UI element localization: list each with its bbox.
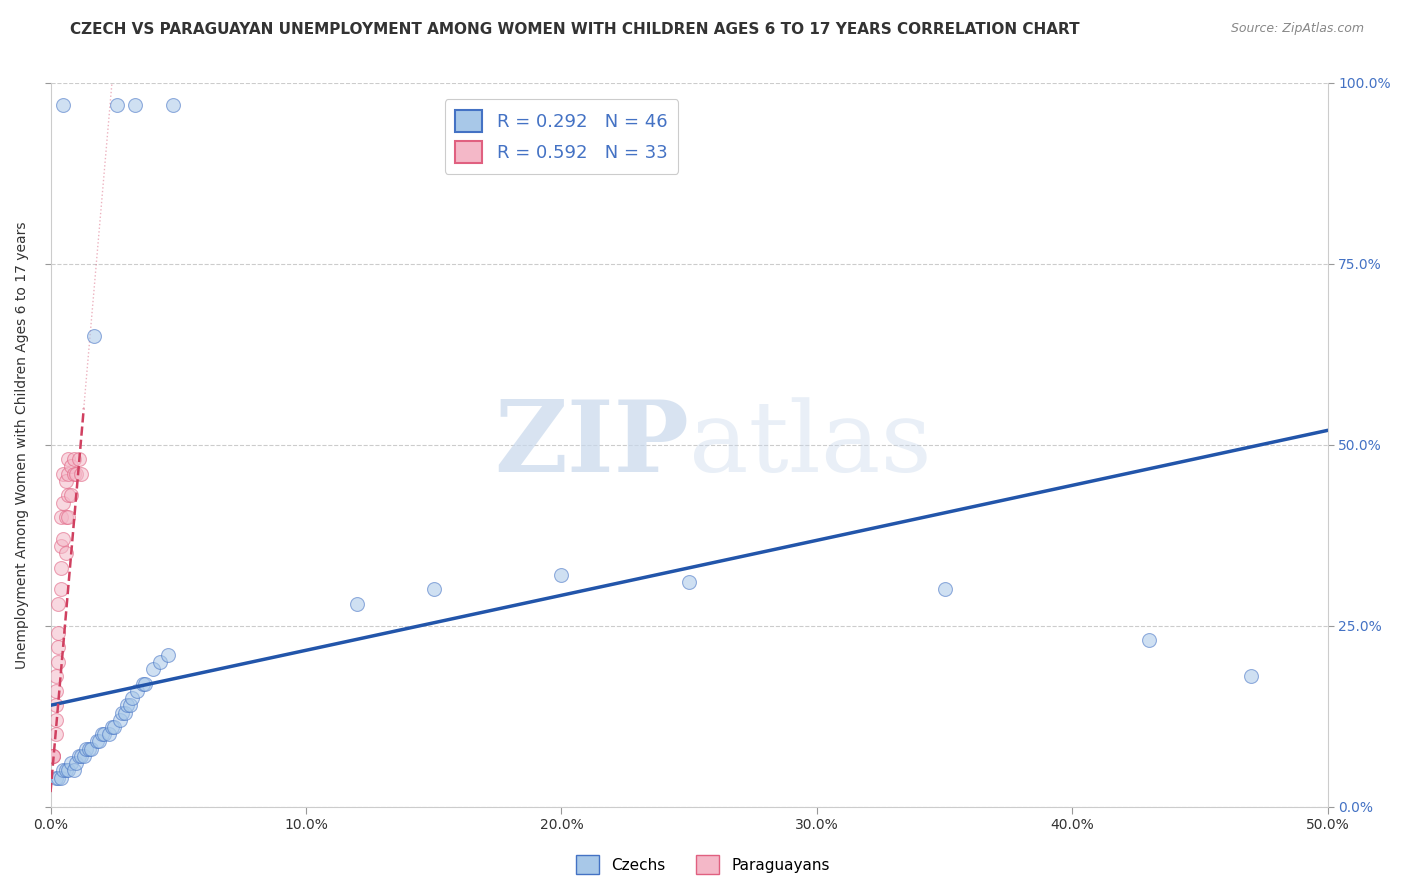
Point xyxy=(75,741,97,756)
Point xyxy=(49,771,72,785)
Point xyxy=(108,713,131,727)
Legend: R = 0.292   N = 46, R = 0.592   N = 33: R = 0.292 N = 46, R = 0.592 N = 33 xyxy=(444,99,679,174)
Point xyxy=(46,771,69,785)
Point xyxy=(103,720,125,734)
Point xyxy=(67,748,90,763)
Point xyxy=(59,459,82,474)
Y-axis label: Unemployment Among Women with Children Ages 6 to 17 years: Unemployment Among Women with Children A… xyxy=(15,221,30,668)
Point xyxy=(52,97,75,112)
Point xyxy=(52,467,75,481)
Point xyxy=(142,662,165,676)
Point xyxy=(93,727,115,741)
Point xyxy=(62,467,84,481)
Point xyxy=(65,467,87,481)
Point xyxy=(80,741,103,756)
Point xyxy=(46,640,69,655)
Point xyxy=(45,698,67,713)
Point xyxy=(62,452,84,467)
Point xyxy=(58,488,80,502)
Point xyxy=(105,97,128,112)
Point xyxy=(121,691,143,706)
Point xyxy=(45,683,67,698)
Point xyxy=(111,706,134,720)
Text: Source: ZipAtlas.com: Source: ZipAtlas.com xyxy=(1230,22,1364,36)
Point xyxy=(62,764,84,778)
Point xyxy=(46,597,69,611)
Point xyxy=(77,741,100,756)
Point xyxy=(52,532,75,546)
Point xyxy=(42,748,65,763)
Point xyxy=(42,748,65,763)
Point xyxy=(149,655,172,669)
Point xyxy=(131,676,153,690)
Point xyxy=(346,597,368,611)
Point xyxy=(59,488,82,502)
Point xyxy=(49,539,72,553)
Point xyxy=(101,720,124,734)
Point xyxy=(124,97,146,112)
Point xyxy=(65,756,87,771)
Point xyxy=(157,648,180,662)
Point xyxy=(73,748,96,763)
Point xyxy=(115,698,138,713)
Point xyxy=(55,510,77,524)
Point xyxy=(114,706,136,720)
Point xyxy=(550,568,572,582)
Point xyxy=(934,582,956,597)
Point xyxy=(52,496,75,510)
Point xyxy=(45,727,67,741)
Text: atlas: atlas xyxy=(689,397,932,492)
Text: ZIP: ZIP xyxy=(495,396,689,493)
Point xyxy=(87,734,110,748)
Point xyxy=(42,748,65,763)
Legend: Czechs, Paraguayans: Czechs, Paraguayans xyxy=(569,849,837,880)
Point xyxy=(162,97,184,112)
Point xyxy=(127,683,149,698)
Point xyxy=(90,727,112,741)
Point xyxy=(46,655,69,669)
Point xyxy=(70,748,93,763)
Point xyxy=(678,575,700,590)
Point xyxy=(86,734,108,748)
Point xyxy=(45,771,67,785)
Point xyxy=(49,561,72,575)
Point xyxy=(67,452,90,467)
Point xyxy=(55,546,77,560)
Point xyxy=(52,764,75,778)
Point xyxy=(55,764,77,778)
Point xyxy=(58,764,80,778)
Point xyxy=(45,669,67,683)
Point xyxy=(49,582,72,597)
Point xyxy=(1240,669,1263,683)
Text: CZECH VS PARAGUAYAN UNEMPLOYMENT AMONG WOMEN WITH CHILDREN AGES 6 TO 17 YEARS CO: CZECH VS PARAGUAYAN UNEMPLOYMENT AMONG W… xyxy=(70,22,1080,37)
Point xyxy=(1137,633,1160,648)
Point xyxy=(58,510,80,524)
Point xyxy=(134,676,156,690)
Point xyxy=(58,467,80,481)
Point xyxy=(59,756,82,771)
Point xyxy=(58,452,80,467)
Point xyxy=(55,474,77,488)
Point xyxy=(118,698,141,713)
Point xyxy=(45,713,67,727)
Point xyxy=(83,329,105,343)
Point xyxy=(49,510,72,524)
Point xyxy=(423,582,446,597)
Point xyxy=(70,467,93,481)
Point xyxy=(46,626,69,640)
Point xyxy=(98,727,121,741)
